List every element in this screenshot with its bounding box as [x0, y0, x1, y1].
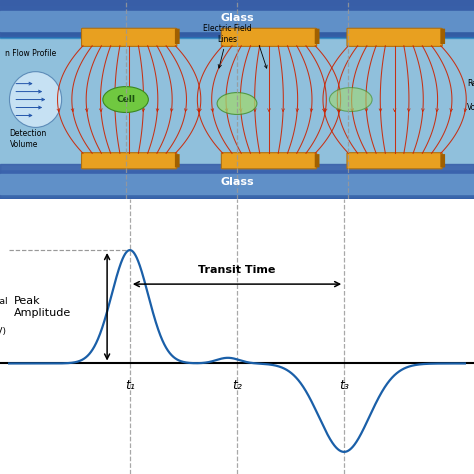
- Bar: [0, 100, 474, 105]
- Bar: [0, 194, 474, 199]
- Ellipse shape: [329, 88, 372, 111]
- Bar: [0, 194, 474, 198]
- Bar: [0, 194, 474, 198]
- Bar: [0, 45, 474, 50]
- Bar: [0, 80, 474, 85]
- Text: t₃: t₃: [339, 379, 349, 392]
- Bar: [0, 195, 474, 199]
- Text: Refer: Refer: [467, 79, 474, 88]
- Bar: [0, 174, 474, 179]
- FancyBboxPatch shape: [315, 154, 319, 167]
- FancyBboxPatch shape: [82, 153, 177, 169]
- Bar: [0, 10, 474, 15]
- FancyBboxPatch shape: [82, 28, 177, 46]
- Text: Glass: Glass: [220, 13, 254, 23]
- Bar: [0, 194, 474, 197]
- Bar: [0, 85, 474, 90]
- FancyBboxPatch shape: [347, 28, 442, 46]
- Bar: [0, 65, 474, 70]
- Bar: [0, 193, 474, 197]
- Bar: [0, 74, 474, 80]
- Bar: [0, 32, 474, 36]
- Bar: [0, 33, 474, 36]
- Bar: [0, 129, 474, 135]
- Bar: [0, 20, 474, 25]
- Bar: [0, 90, 474, 95]
- Ellipse shape: [9, 72, 62, 128]
- Bar: [0, 193, 474, 197]
- Bar: [0, 15, 474, 20]
- Bar: [0, 164, 474, 199]
- Bar: [0, 34, 474, 38]
- Bar: [0, 192, 474, 196]
- Text: …al (V): …al (V): [0, 327, 6, 336]
- Text: n Flow Profile: n Flow Profile: [5, 49, 56, 58]
- Bar: [0, 174, 474, 194]
- Bar: [0, 195, 474, 199]
- Bar: [0, 155, 474, 159]
- FancyBboxPatch shape: [221, 28, 317, 46]
- Bar: [0, 35, 474, 40]
- Bar: [0, 25, 474, 30]
- FancyBboxPatch shape: [347, 153, 442, 169]
- FancyBboxPatch shape: [440, 154, 445, 167]
- Bar: [0, 31, 474, 35]
- Text: Transit Time: Transit Time: [198, 265, 276, 275]
- Bar: [0, 95, 474, 100]
- Bar: [0, 189, 474, 194]
- Bar: [0, 195, 474, 198]
- Bar: [0, 50, 474, 55]
- Bar: [0, 0, 474, 5]
- Bar: [0, 115, 474, 119]
- Bar: [0, 31, 474, 35]
- Bar: [0, 124, 474, 129]
- FancyBboxPatch shape: [175, 154, 180, 167]
- Ellipse shape: [217, 92, 257, 115]
- Text: …ential: …ential: [0, 297, 7, 306]
- FancyBboxPatch shape: [440, 28, 445, 44]
- Text: t₁: t₁: [125, 379, 135, 392]
- Bar: [0, 5, 474, 10]
- Text: t₂: t₂: [232, 379, 242, 392]
- Bar: [0, 109, 474, 115]
- Bar: [0, 149, 474, 155]
- Bar: [0, 164, 474, 169]
- Bar: [0, 60, 474, 65]
- Bar: [0, 70, 474, 74]
- Bar: [0, 0, 474, 36]
- Bar: [0, 30, 474, 35]
- Text: Peak
Amplitude: Peak Amplitude: [14, 296, 71, 318]
- Bar: [0, 135, 474, 139]
- Bar: [0, 192, 474, 196]
- Text: Glass: Glass: [220, 177, 254, 187]
- Bar: [0, 34, 474, 37]
- Text: Cell: Cell: [116, 95, 135, 104]
- Text: Volum: Volum: [467, 103, 474, 112]
- Bar: [0, 33, 474, 37]
- Bar: [0, 159, 474, 164]
- Bar: [0, 11, 474, 31]
- FancyBboxPatch shape: [175, 28, 180, 44]
- Bar: [0, 40, 474, 45]
- Text: Detection
Volume: Detection Volume: [9, 129, 47, 149]
- Bar: [0, 169, 474, 174]
- Bar: [0, 104, 474, 109]
- Bar: [0, 119, 474, 124]
- FancyBboxPatch shape: [315, 28, 319, 44]
- Text: Electric Field
Lines: Electric Field Lines: [203, 24, 252, 68]
- Bar: [0, 33, 474, 36]
- Bar: [0, 55, 474, 60]
- Bar: [0, 31, 474, 35]
- Bar: [0, 184, 474, 189]
- Bar: [0, 38, 474, 163]
- Ellipse shape: [103, 87, 148, 112]
- FancyBboxPatch shape: [221, 153, 317, 169]
- Bar: [0, 179, 474, 184]
- Bar: [0, 144, 474, 149]
- Bar: [0, 32, 474, 36]
- Bar: [0, 139, 474, 144]
